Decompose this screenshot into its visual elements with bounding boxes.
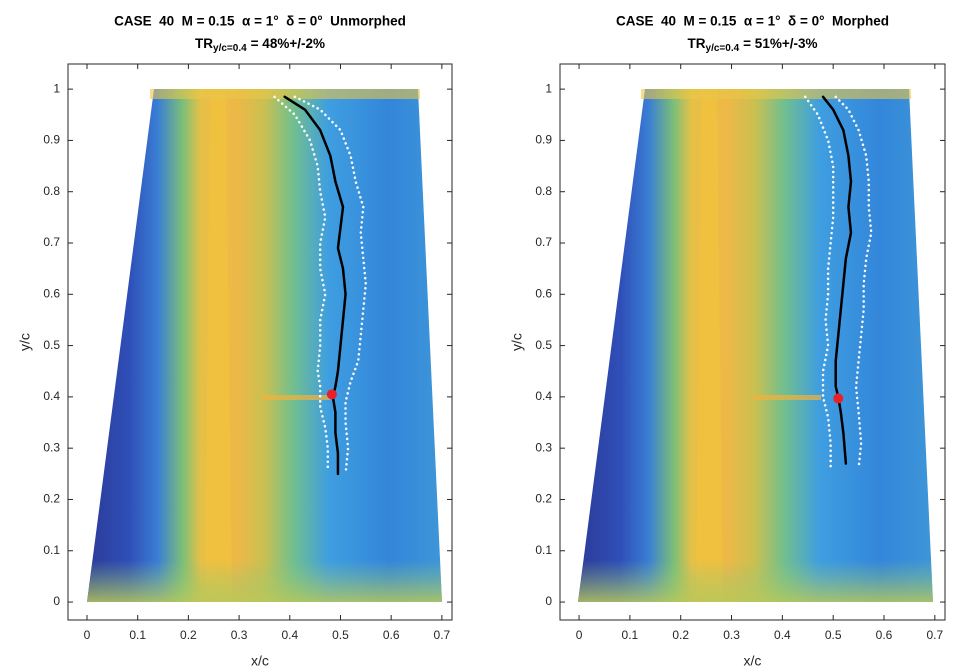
subtitle-text: TR	[195, 36, 213, 51]
marker-point	[833, 393, 844, 404]
chart-title: CASE 40 M = 0.15 α = 1° δ = 0° Unmorphed	[114, 14, 406, 29]
y-tick-label: 0.2	[535, 492, 552, 506]
y-tick-label: 0.2	[43, 492, 60, 506]
x-tick-label: 0.3	[723, 628, 740, 642]
y-tick-label: 0.3	[535, 440, 552, 454]
y-tick-label: 0.5	[43, 338, 60, 352]
x-tick-label: 0.2	[672, 628, 689, 642]
y-tick-label: 0.7	[43, 235, 60, 249]
y-tick-label: 0.8	[43, 184, 60, 198]
x-tick-label: 0.3	[231, 628, 248, 642]
x-axis-label: x/c	[744, 653, 762, 669]
chart-panel: CASE 40 M = 0.15 α = 1° δ = 0° Morphed TR…	[509, 14, 946, 669]
y-tick-label: 0.9	[43, 133, 60, 147]
surface-map	[87, 89, 442, 602]
subtitle-text: TR	[688, 36, 706, 51]
x-tick-label: 0.7	[434, 628, 451, 642]
x-tick-label: 0.1	[622, 628, 639, 642]
y-tick-label: 0.5	[535, 338, 552, 352]
chart-subtitle: TRy/c=0.4 = 48%+/-2%	[195, 36, 325, 54]
transition-line	[283, 95, 347, 476]
y-tick-label: 0	[53, 594, 60, 608]
y-tick-label: 0.6	[535, 286, 552, 300]
x-tick-label: 0	[576, 628, 583, 642]
subtitle-subscript: y/c=0.4	[706, 43, 740, 54]
x-tick-label: 0.6	[383, 628, 400, 642]
subtitle-suffix: = 48%+/-2%	[251, 36, 325, 51]
x-tick-label: 0.4	[774, 628, 791, 642]
y-tick-label: 0.1	[535, 543, 552, 557]
bound-line	[293, 95, 368, 476]
y-tick-label: 0.3	[43, 440, 60, 454]
y-tick-label: 0.6	[43, 286, 60, 300]
y-tick-label: 0.1	[43, 543, 60, 557]
y-axis-label: y/c	[17, 333, 33, 351]
y-tick-label: 0.9	[535, 133, 552, 147]
axes-box	[559, 63, 946, 621]
y-tick-label: 0	[545, 594, 552, 608]
subtitle-suffix: = 51%+/-3%	[743, 36, 817, 51]
surface-map	[578, 89, 933, 602]
x-tick-label: 0.1	[129, 628, 146, 642]
y-axis-label: y/c	[509, 333, 525, 351]
y-tick-label: 0.4	[43, 389, 60, 403]
x-tick-label: 0.7	[926, 628, 943, 642]
chart-subtitle: TRy/c=0.4 = 51%+/-3%	[688, 36, 818, 54]
y-tick-label: 1	[53, 81, 60, 95]
x-tick-label: 0.5	[332, 628, 349, 642]
x-tick-label: 0	[84, 628, 91, 642]
x-axis-label: x/c	[251, 653, 269, 669]
y-tick-label: 0.8	[535, 184, 552, 198]
y-tick-label: 0.4	[535, 389, 552, 403]
chart-panel: CASE 40 M = 0.15 α = 1° δ = 0° Unmorphed…	[17, 14, 453, 669]
subtitle-subscript: y/c=0.4	[213, 43, 247, 54]
chart-title: CASE 40 M = 0.15 α = 1° δ = 0° Morphed	[616, 14, 889, 29]
y-tick-label: 1	[545, 81, 552, 95]
x-tick-label: 0.6	[876, 628, 893, 642]
bound-line	[273, 95, 330, 470]
panels: CASE 40 M = 0.15 α = 1° δ = 0° Unmorphed…	[17, 14, 946, 669]
axes-box	[67, 63, 453, 621]
x-tick-label: 0.5	[825, 628, 842, 642]
x-tick-label: 0.4	[281, 628, 298, 642]
y-tick-label: 0.7	[535, 235, 552, 249]
x-tick-label: 0.2	[180, 628, 197, 642]
marker-point	[326, 389, 337, 400]
bound-line	[834, 95, 873, 470]
